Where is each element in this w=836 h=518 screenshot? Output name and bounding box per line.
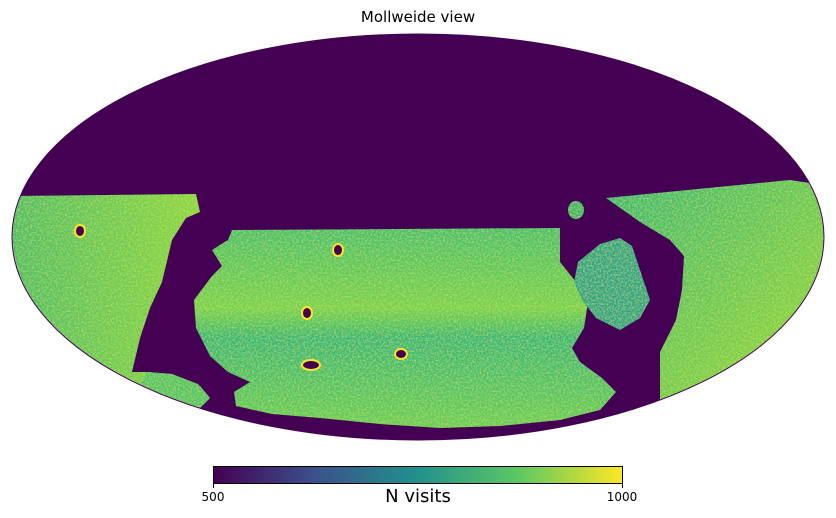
deep-field-marker	[74, 224, 86, 238]
deep-field-marker	[301, 359, 321, 371]
colorbar: 500 1000 N visits	[202, 466, 637, 507]
colorbar-gradient	[213, 466, 623, 484]
map-border	[11, 33, 825, 441]
colorbar-min-label: 500	[201, 490, 225, 504]
map-title: Mollweide view	[360, 8, 476, 26]
survey-region-island	[568, 201, 584, 219]
deep-field-marker	[394, 348, 408, 360]
colorbar-max-label: 1000	[606, 490, 638, 504]
deep-field-marker	[301, 306, 313, 320]
survey-region-left	[12, 194, 210, 408]
mollweide-map	[11, 33, 825, 441]
colorbar-tick-max	[622, 484, 623, 488]
survey-region-bottom-left	[140, 372, 210, 408]
survey-region-center	[194, 228, 616, 428]
colorbar-tick-min	[213, 484, 214, 488]
colorbar-title: N visits	[385, 486, 451, 507]
deep-field-marker	[332, 243, 344, 257]
survey-region-east-patch	[574, 238, 650, 330]
deep-fields	[74, 224, 408, 371]
